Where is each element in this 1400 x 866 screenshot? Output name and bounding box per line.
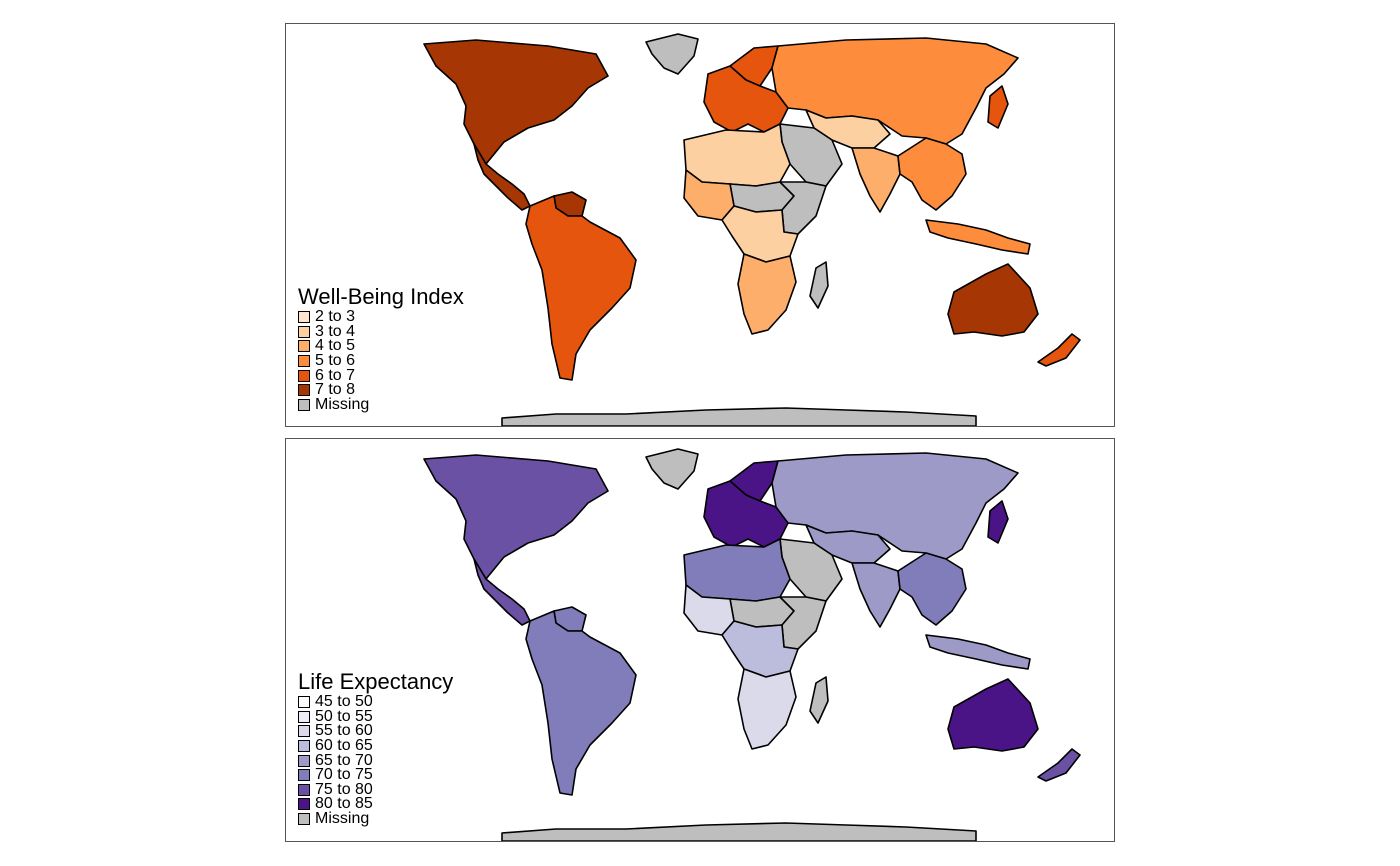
region-mexico-central: [473, 558, 531, 626]
legend-swatch: [298, 355, 310, 368]
legend-item: 75 to 80: [298, 780, 453, 798]
region-south-america: [525, 195, 637, 381]
legend-swatch: [298, 325, 310, 338]
region-madagascar: [809, 676, 829, 724]
region-southern-africa: [737, 253, 797, 335]
legend-label: 6 to 7: [315, 366, 356, 384]
legend-item: 7 to 8: [298, 381, 464, 399]
region-antarctica: [501, 407, 977, 426]
region-madagascar: [809, 261, 829, 309]
region-southern-africa: [737, 668, 797, 750]
legend-swatch: [298, 398, 310, 411]
region-north-america: [423, 39, 609, 165]
legend-item: 45 to 50: [298, 693, 453, 711]
legend-item: 3 to 4: [298, 322, 464, 340]
legend-item: Missing: [298, 395, 464, 413]
region-indonesia: [925, 219, 1031, 255]
region-new-zealand: [1037, 333, 1081, 367]
region-greenland: [645, 33, 699, 75]
legend-item: Missing: [298, 810, 453, 828]
region-central-africa: [721, 205, 799, 263]
legend-item: 6 to 7: [298, 366, 464, 384]
legend-label: 2 to 3: [315, 308, 356, 326]
region-central-africa: [721, 620, 799, 678]
region-north-africa: [683, 538, 791, 602]
life-expectancy-map-panel: Life Expectancy 45 to 50 50 to 55 55 to 60…: [285, 438, 1115, 842]
legend-item: 65 to 70: [298, 751, 453, 769]
region-north-america: [423, 454, 609, 580]
region-se-asia: [897, 137, 967, 211]
legend-label: 65 to 70: [315, 751, 373, 769]
legend-label: 3 to 4: [315, 322, 356, 340]
legend-title: Well-Being Index: [298, 284, 464, 309]
legend-item: 4 to 5: [298, 337, 464, 355]
legend-label: 45 to 50: [315, 693, 373, 711]
legend-item: 70 to 75: [298, 766, 453, 784]
region-greenland: [645, 448, 699, 490]
legend-label: 70 to 75: [315, 766, 373, 784]
legend-label: 4 to 5: [315, 337, 356, 355]
legend-label: 50 to 55: [315, 707, 373, 725]
legend-item: 60 to 65: [298, 737, 453, 755]
region-india: [851, 147, 901, 213]
region-australia: [947, 678, 1039, 752]
well-being-world-map: [423, 33, 1081, 426]
life-expectancy-world-map: [423, 448, 1081, 841]
legend-swatch: [298, 769, 310, 782]
region-new-zealand: [1037, 748, 1081, 782]
region-japan: [987, 500, 1009, 544]
legend-label: 5 to 6: [315, 352, 356, 370]
legend-label: Missing: [315, 810, 370, 828]
region-east-africa: [779, 596, 827, 650]
legend-label: 75 to 80: [315, 780, 373, 798]
region-japan: [987, 85, 1009, 129]
region-mexico-central: [473, 143, 531, 211]
legend-title: Life Expectancy: [298, 669, 454, 694]
legend-swatch: [298, 340, 310, 353]
region-australia: [947, 263, 1039, 337]
region-se-asia: [897, 552, 967, 626]
legend-label: 7 to 8: [315, 381, 356, 399]
legend-swatch: [298, 783, 310, 796]
region-east-africa: [779, 181, 827, 235]
legend-item: 50 to 55: [298, 707, 453, 725]
legend-swatch: [298, 384, 310, 397]
region-antarctica: [501, 822, 977, 841]
legend-swatch: [298, 725, 310, 738]
legend-swatch: [298, 813, 310, 826]
legend-item: 55 to 60: [298, 722, 453, 740]
region-india: [851, 562, 901, 628]
legend-swatch: [298, 311, 310, 324]
legend-item: 80 to 85: [298, 795, 453, 813]
legend-swatch: [298, 740, 310, 753]
legend-label: 80 to 85: [315, 795, 373, 813]
legend-swatch: [298, 798, 310, 811]
legend-label: Missing: [315, 395, 370, 413]
legend-swatch: [298, 754, 310, 767]
legend-swatch: [298, 369, 310, 382]
legend-item: 5 to 6: [298, 352, 464, 370]
region-indonesia: [925, 634, 1031, 670]
region-north-africa: [683, 123, 791, 187]
legend-item: 2 to 3: [298, 308, 464, 326]
legend-swatch: [298, 696, 310, 709]
legend-label: 55 to 60: [315, 722, 373, 740]
region-south-america: [525, 610, 637, 796]
life-expectancy-legend: Life Expectancy 45 to 50 50 to 55 55 to 60…: [298, 669, 454, 828]
legend-label: 60 to 65: [315, 737, 373, 755]
legend-swatch: [298, 710, 310, 723]
